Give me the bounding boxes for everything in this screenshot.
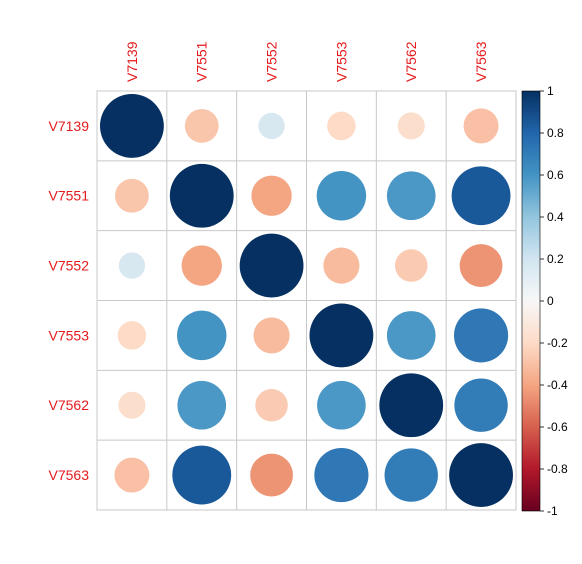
colorbar-tick-label: -0.4 [547,378,568,392]
corr-circle-v7563-v7563 [449,443,513,507]
corr-circle-v7551-v7552 [251,175,292,216]
colorbar-tick-label: 0 [547,294,554,308]
col-label-v7552: V7552 [264,41,280,82]
corr-circle-v7139-v7562 [397,112,425,140]
corr-circle-v7562-v7563 [454,378,508,432]
corr-circle-v7562-v7562 [379,373,444,438]
corr-circle-v7551-v7553 [316,171,367,221]
colorbar-tick-label: 1 [547,84,554,98]
corr-circle-v7553-v7551 [177,310,227,361]
row-label-v7139: V7139 [49,118,90,134]
corr-circle-v7139-v7553 [327,111,356,141]
corr-circle-v7552-v7551 [181,245,222,286]
corr-circle-v7551-v7563 [451,166,511,226]
corr-circle-v7552-v7563 [459,244,503,287]
column-labels: V7139 V7551 V7552 V7553 V7562 V7563 [124,41,489,82]
colorbar-tick-label: 0.6 [547,168,564,182]
corr-circle-v7553-v7562 [386,311,436,360]
grid [96,90,517,511]
row-labels: V7139 V7551 V7552 V7553 V7562 V7563 [49,118,90,483]
corr-circle-v7139-v7552 [258,112,285,140]
colorbar-gradient [521,90,541,512]
colorbar-tick-label: 0.2 [547,252,564,266]
colorbar-tick-label: 0.8 [547,126,564,140]
corr-circle-v7563-v7553 [314,447,369,503]
corr-circle-v7552-v7553 [323,247,360,284]
corr-circle-v7553-v7563 [453,308,509,363]
corr-circle-v7139-v7551 [184,109,219,143]
colorbar-tick-label: -0.8 [547,462,568,476]
row-label-v7563: V7563 [49,467,90,483]
corr-circle-v7553-v7139 [117,321,147,350]
corr-circle-v7562-v7552 [255,388,288,422]
corr-circle-v7553-v7553 [309,303,374,368]
row-label-v7553: V7553 [49,327,90,343]
colorbar-legend: 1 0.8 0.6 0.4 0.2 0 -0.2 -0.4 -0.6 -0.8 -1 [521,84,568,518]
colorbar-tick-label: 0.4 [547,210,564,224]
corr-circle-v7551-v7562 [386,171,436,221]
corr-circle-v7553-v7552 [253,317,290,354]
col-label-v7553: V7553 [333,41,349,82]
corr-circle-v7552-v7562 [394,249,428,282]
corr-circle-v7562-v7553 [317,380,366,430]
corr-circle-v7552-v7552 [239,233,304,298]
col-label-v7139: V7139 [124,41,140,82]
corr-circle-v7551-v7139 [115,178,149,213]
col-label-v7551: V7551 [194,41,210,82]
row-label-v7551: V7551 [49,188,90,204]
corr-circle-v7563-v7551 [172,445,232,505]
corr-circle-v7139-v7139 [100,94,164,158]
correlation-circles [100,94,513,507]
corr-circle-v7562-v7551 [177,380,227,430]
col-label-v7563: V7563 [473,41,489,82]
colorbar-tick-label: -0.2 [547,336,568,350]
corr-circle-v7139-v7563 [463,108,499,144]
corr-circle-v7562-v7139 [118,391,146,419]
colorbar-tick-label: -0.6 [547,420,568,434]
corr-circle-v7551-v7551 [169,163,234,228]
row-label-v7562: V7562 [49,397,90,413]
col-label-v7562: V7562 [403,41,419,82]
corr-circle-v7552-v7139 [118,252,146,279]
row-label-v7552: V7552 [49,258,90,274]
corr-circle-v7563-v7562 [384,448,438,502]
corr-circle-v7563-v7139 [114,457,150,493]
colorbar-tick-label: -1 [547,504,558,518]
corr-circle-v7563-v7552 [250,453,293,497]
